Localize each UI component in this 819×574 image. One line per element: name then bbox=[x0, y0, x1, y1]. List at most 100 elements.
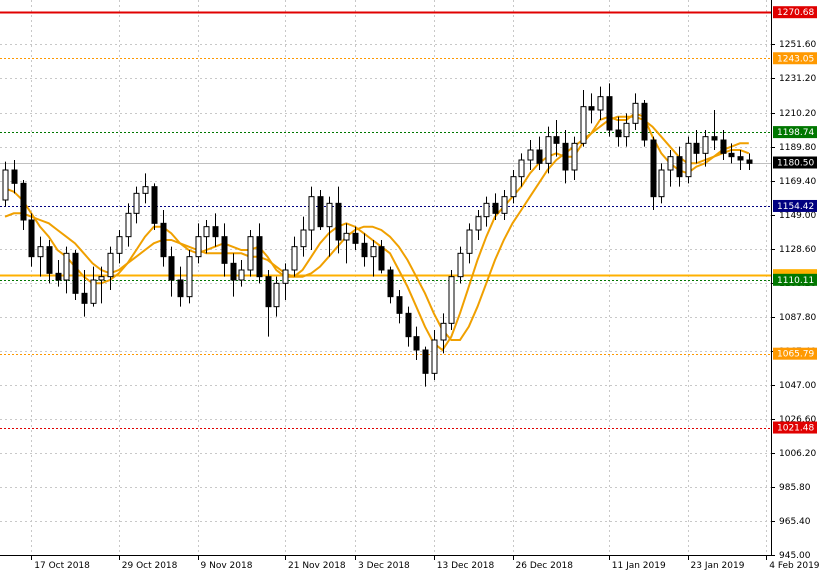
level-label: 1270.68 bbox=[773, 6, 817, 19]
candle-body bbox=[483, 202, 490, 218]
candle bbox=[291, 236, 298, 277]
candle bbox=[273, 276, 280, 317]
price-tick-label: 965.40 bbox=[779, 517, 811, 527]
candle bbox=[720, 130, 727, 160]
candle-body bbox=[720, 139, 727, 154]
candle-body bbox=[230, 262, 237, 281]
candle-body bbox=[702, 136, 709, 154]
candle-body bbox=[737, 156, 744, 161]
candle-body bbox=[282, 269, 289, 284]
price-tick-label: 1169.40 bbox=[779, 177, 816, 187]
candle bbox=[352, 226, 359, 250]
level-label-text: 1021.48 bbox=[777, 424, 814, 434]
candle bbox=[107, 246, 114, 290]
candle-body bbox=[457, 252, 464, 278]
date-tick-label: 13 Dec 2018 bbox=[437, 561, 495, 571]
candle-body bbox=[37, 246, 44, 258]
candle-body bbox=[308, 196, 315, 231]
candle bbox=[571, 136, 578, 180]
level-label-bg bbox=[773, 347, 817, 360]
candle bbox=[195, 223, 202, 264]
candle-body bbox=[667, 156, 674, 171]
candle-body bbox=[536, 149, 543, 164]
candle bbox=[20, 180, 27, 230]
candle bbox=[641, 100, 648, 147]
candle-body bbox=[553, 136, 560, 144]
candle bbox=[2, 161, 9, 207]
candle-body bbox=[273, 282, 280, 308]
candle-body bbox=[247, 236, 254, 271]
level-label-bg bbox=[773, 199, 817, 212]
candle-body bbox=[711, 136, 718, 141]
date-tick-label: 23 Jan 2019 bbox=[691, 561, 745, 571]
candle bbox=[466, 223, 473, 264]
moving-averages bbox=[4, 112, 750, 352]
candle-body bbox=[378, 246, 385, 271]
candle bbox=[186, 250, 193, 304]
candle-body bbox=[256, 236, 263, 278]
candle-body bbox=[291, 246, 298, 271]
date-tick-label: 26 Dec 2018 bbox=[516, 561, 574, 571]
candle bbox=[510, 170, 517, 204]
price-tick-label: 985.80 bbox=[779, 483, 811, 493]
candle-body bbox=[413, 336, 420, 351]
candle bbox=[606, 83, 613, 137]
level-label-bg bbox=[773, 52, 817, 65]
candle bbox=[37, 236, 44, 277]
level-label: 1065.79 bbox=[773, 347, 817, 360]
candle bbox=[728, 143, 735, 164]
level-label-text: 1154.42 bbox=[777, 202, 814, 212]
candle bbox=[553, 120, 560, 157]
candle bbox=[55, 260, 62, 287]
candle-body bbox=[606, 96, 613, 131]
candle bbox=[11, 160, 18, 194]
candle bbox=[562, 130, 569, 184]
candle bbox=[370, 240, 377, 277]
candle bbox=[300, 216, 307, 257]
date-tick-labels: 17 Oct 2018 29 Oct 2018 9 Nov 2018 21 Nov 2… bbox=[31, 555, 819, 571]
candle bbox=[168, 246, 175, 297]
price-tick-label: 1189.80 bbox=[779, 143, 816, 153]
price-tick-label: 1251.60 bbox=[779, 40, 816, 50]
candle-body bbox=[326, 202, 333, 228]
candle-body bbox=[300, 229, 307, 248]
candle-body bbox=[527, 149, 534, 161]
date-tick-label: 11 Jan 2019 bbox=[612, 561, 666, 571]
candle bbox=[597, 86, 604, 120]
candle bbox=[475, 210, 482, 240]
candle bbox=[378, 240, 385, 274]
candle bbox=[125, 203, 132, 247]
candle-body bbox=[11, 169, 18, 184]
candle-body bbox=[361, 242, 368, 258]
candle bbox=[632, 93, 639, 130]
candle-body bbox=[676, 156, 683, 178]
candle bbox=[431, 330, 438, 380]
level-label-bg bbox=[773, 156, 817, 169]
candle bbox=[685, 136, 692, 184]
candle-body bbox=[46, 246, 53, 274]
candle bbox=[440, 313, 447, 354]
candle-body bbox=[343, 232, 350, 241]
candle bbox=[98, 266, 105, 304]
candle-body bbox=[615, 129, 622, 138]
date-tick-label: 9 Nov 2018 bbox=[201, 561, 253, 571]
candle-body bbox=[63, 252, 70, 281]
candle-body bbox=[545, 136, 552, 164]
candle-body bbox=[317, 196, 324, 228]
level-label-bg bbox=[773, 6, 817, 19]
candle bbox=[28, 213, 35, 267]
candle-body bbox=[492, 202, 499, 214]
candle bbox=[326, 196, 333, 257]
candle-body bbox=[203, 226, 210, 238]
level-label-text: 1243.05 bbox=[777, 54, 814, 64]
candle-body bbox=[125, 212, 132, 238]
candle-body bbox=[107, 252, 114, 278]
date-tick-label: 21 Nov 2018 bbox=[288, 561, 346, 571]
level-label-text: 1180.50 bbox=[777, 159, 814, 169]
candle-body bbox=[238, 269, 245, 281]
price-tick-label: 1006.20 bbox=[779, 449, 816, 459]
candle bbox=[667, 150, 674, 187]
